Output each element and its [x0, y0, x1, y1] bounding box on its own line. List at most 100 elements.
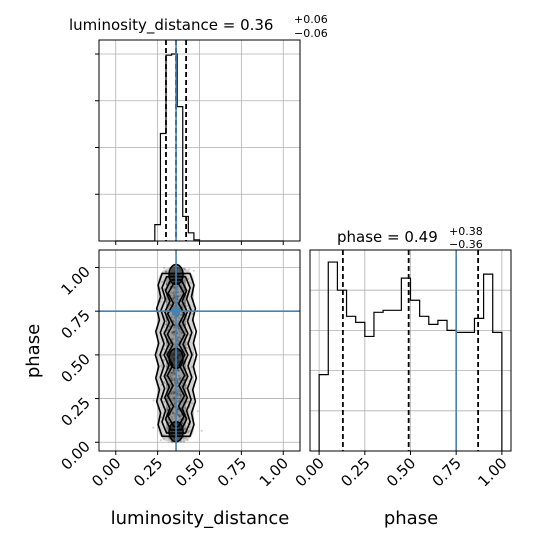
2d-scatter-point	[173, 294, 176, 297]
2d-scatter-point	[178, 377, 181, 380]
2d-scatter-point	[183, 379, 186, 382]
2d-scatter-point	[181, 305, 184, 308]
2d-scatter-point	[172, 320, 175, 323]
2d-scatter-point	[178, 331, 181, 334]
2d-xtick-labels: 0.00 0.25 0.50 0.75 1.00	[88, 454, 292, 490]
2d-scatter-point	[177, 325, 180, 328]
2d-scatter-point	[172, 392, 175, 395]
2d-scatter-point	[173, 379, 176, 382]
2d-scatter-point	[172, 295, 175, 298]
panel-2d: 0.00 0.25 0.50 0.75 1.00 0.000.250.500.751.0…	[23, 249, 301, 529]
2d-scatter-point	[182, 440, 185, 443]
2d-scatter-point	[185, 343, 188, 346]
2d-scatter-point	[170, 371, 173, 375]
2d-scatter-point	[178, 333, 181, 336]
2d-scatter-point	[172, 290, 175, 293]
2d-scatter-point	[173, 292, 176, 295]
2d-scatter-point	[190, 402, 194, 405]
2d-scatter-point	[170, 415, 173, 419]
2d-scatter-point	[162, 438, 165, 441]
2d-scatter-point	[172, 294, 175, 297]
2d-scatter-point	[170, 392, 173, 395]
2d-scatter-point	[176, 288, 179, 291]
2d-scatter-point	[177, 320, 180, 323]
2d-scatter-point	[161, 297, 164, 300]
2d-ytick-label: 1.00	[57, 263, 93, 299]
2d-scatter-point	[186, 431, 189, 434]
2d-scatter-point	[176, 342, 179, 345]
2d-scatter-point	[171, 410, 174, 413]
2d-scatter-point	[172, 319, 175, 322]
2d-scatter-point	[173, 373, 176, 376]
2d-scatter-point	[177, 408, 180, 411]
2d-scatter-point	[173, 379, 176, 382]
2d-scatter-point	[182, 437, 185, 440]
2d-scatter-point	[173, 402, 176, 406]
2d-scatter-point	[179, 376, 182, 379]
2d-scatter-point	[173, 317, 176, 320]
2d-scatter-point	[161, 354, 164, 357]
2d-scatter-point	[177, 388, 180, 391]
2d-scatter-point	[196, 410, 200, 413]
2d-scatter-point	[188, 429, 191, 432]
2d-scatter-point	[177, 419, 181, 422]
2d-xtick-label: 1.00	[256, 454, 292, 490]
2d-scatter-point	[178, 377, 181, 380]
2d-scatter-point	[162, 359, 166, 362]
2d-scatter-point	[176, 343, 179, 346]
2d-scatter-point	[173, 391, 176, 394]
phase-title: phase = 0.49	[337, 228, 438, 246]
2d-scatter-point	[178, 336, 182, 339]
2d-ytick-label: 0.00	[57, 437, 93, 473]
2d-xtick-label: 0.25	[130, 454, 166, 490]
2d-xtick-label: 0.50	[172, 454, 208, 490]
2d-ytick-labels: 0.00 0.25 0.50 0.75 1.00	[57, 263, 93, 474]
2d-scatter-point	[183, 289, 186, 292]
y-axis-label-phase: phase	[23, 324, 44, 378]
2d-scatter-point	[168, 421, 171, 424]
2d-scatter-point	[160, 416, 163, 419]
2d-ticks	[95, 266, 284, 455]
2d-scatter-point	[183, 349, 186, 352]
2d-scatter-point	[171, 398, 174, 401]
2d-scatter-point	[192, 269, 195, 272]
2d-scatter-point	[178, 399, 181, 402]
2d-scatter-point	[176, 379, 179, 382]
2d-scatter-point	[171, 417, 174, 421]
2d-scatter-point	[189, 281, 192, 284]
2d-scatter-point	[177, 326, 180, 330]
2d-scatter-point	[187, 430, 190, 433]
2d-xtick-label: 0.00	[88, 454, 124, 490]
2d-scatter-point	[187, 277, 190, 280]
2d-scatter-point	[179, 294, 182, 297]
2d-scatter-point	[170, 390, 174, 393]
2d-scatter-point	[186, 439, 189, 442]
2d-scatter-point	[183, 288, 186, 291]
2d-scatter-point	[165, 270, 168, 274]
2d-scatter-point	[186, 401, 189, 404]
2d-scatter-point	[180, 395, 183, 398]
2d-scatter-point	[177, 382, 180, 385]
phase-xtick-label: 0.75	[429, 454, 465, 490]
x-axis-label-luminosity-distance: luminosity_distance	[111, 508, 290, 529]
2d-scatter-point	[169, 303, 172, 307]
2d-scatter-point	[163, 266, 166, 270]
2d-scatter-point	[169, 404, 172, 407]
2d-scatter-point	[169, 324, 172, 327]
2d-scatter-point	[172, 331, 175, 334]
2d-scatter-point	[180, 290, 183, 293]
2d-scatter-point	[171, 391, 174, 394]
2d-scatter-point	[172, 292, 175, 295]
2d-scatter-point	[171, 441, 174, 444]
2d-scatter-point	[170, 291, 173, 294]
2d-truth	[99, 250, 300, 451]
2d-scatter-point	[176, 413, 180, 416]
2d-scatter-point	[165, 323, 168, 326]
2d-scatter-point	[163, 326, 166, 329]
2d-scatter-point	[183, 289, 186, 292]
2d-scatter-point	[177, 295, 180, 298]
phase-xtick-label: 0.00	[292, 454, 328, 490]
2d-scatter-point	[178, 316, 181, 320]
2d-scatter-point	[177, 374, 181, 377]
2d-scatter-point	[176, 336, 179, 339]
